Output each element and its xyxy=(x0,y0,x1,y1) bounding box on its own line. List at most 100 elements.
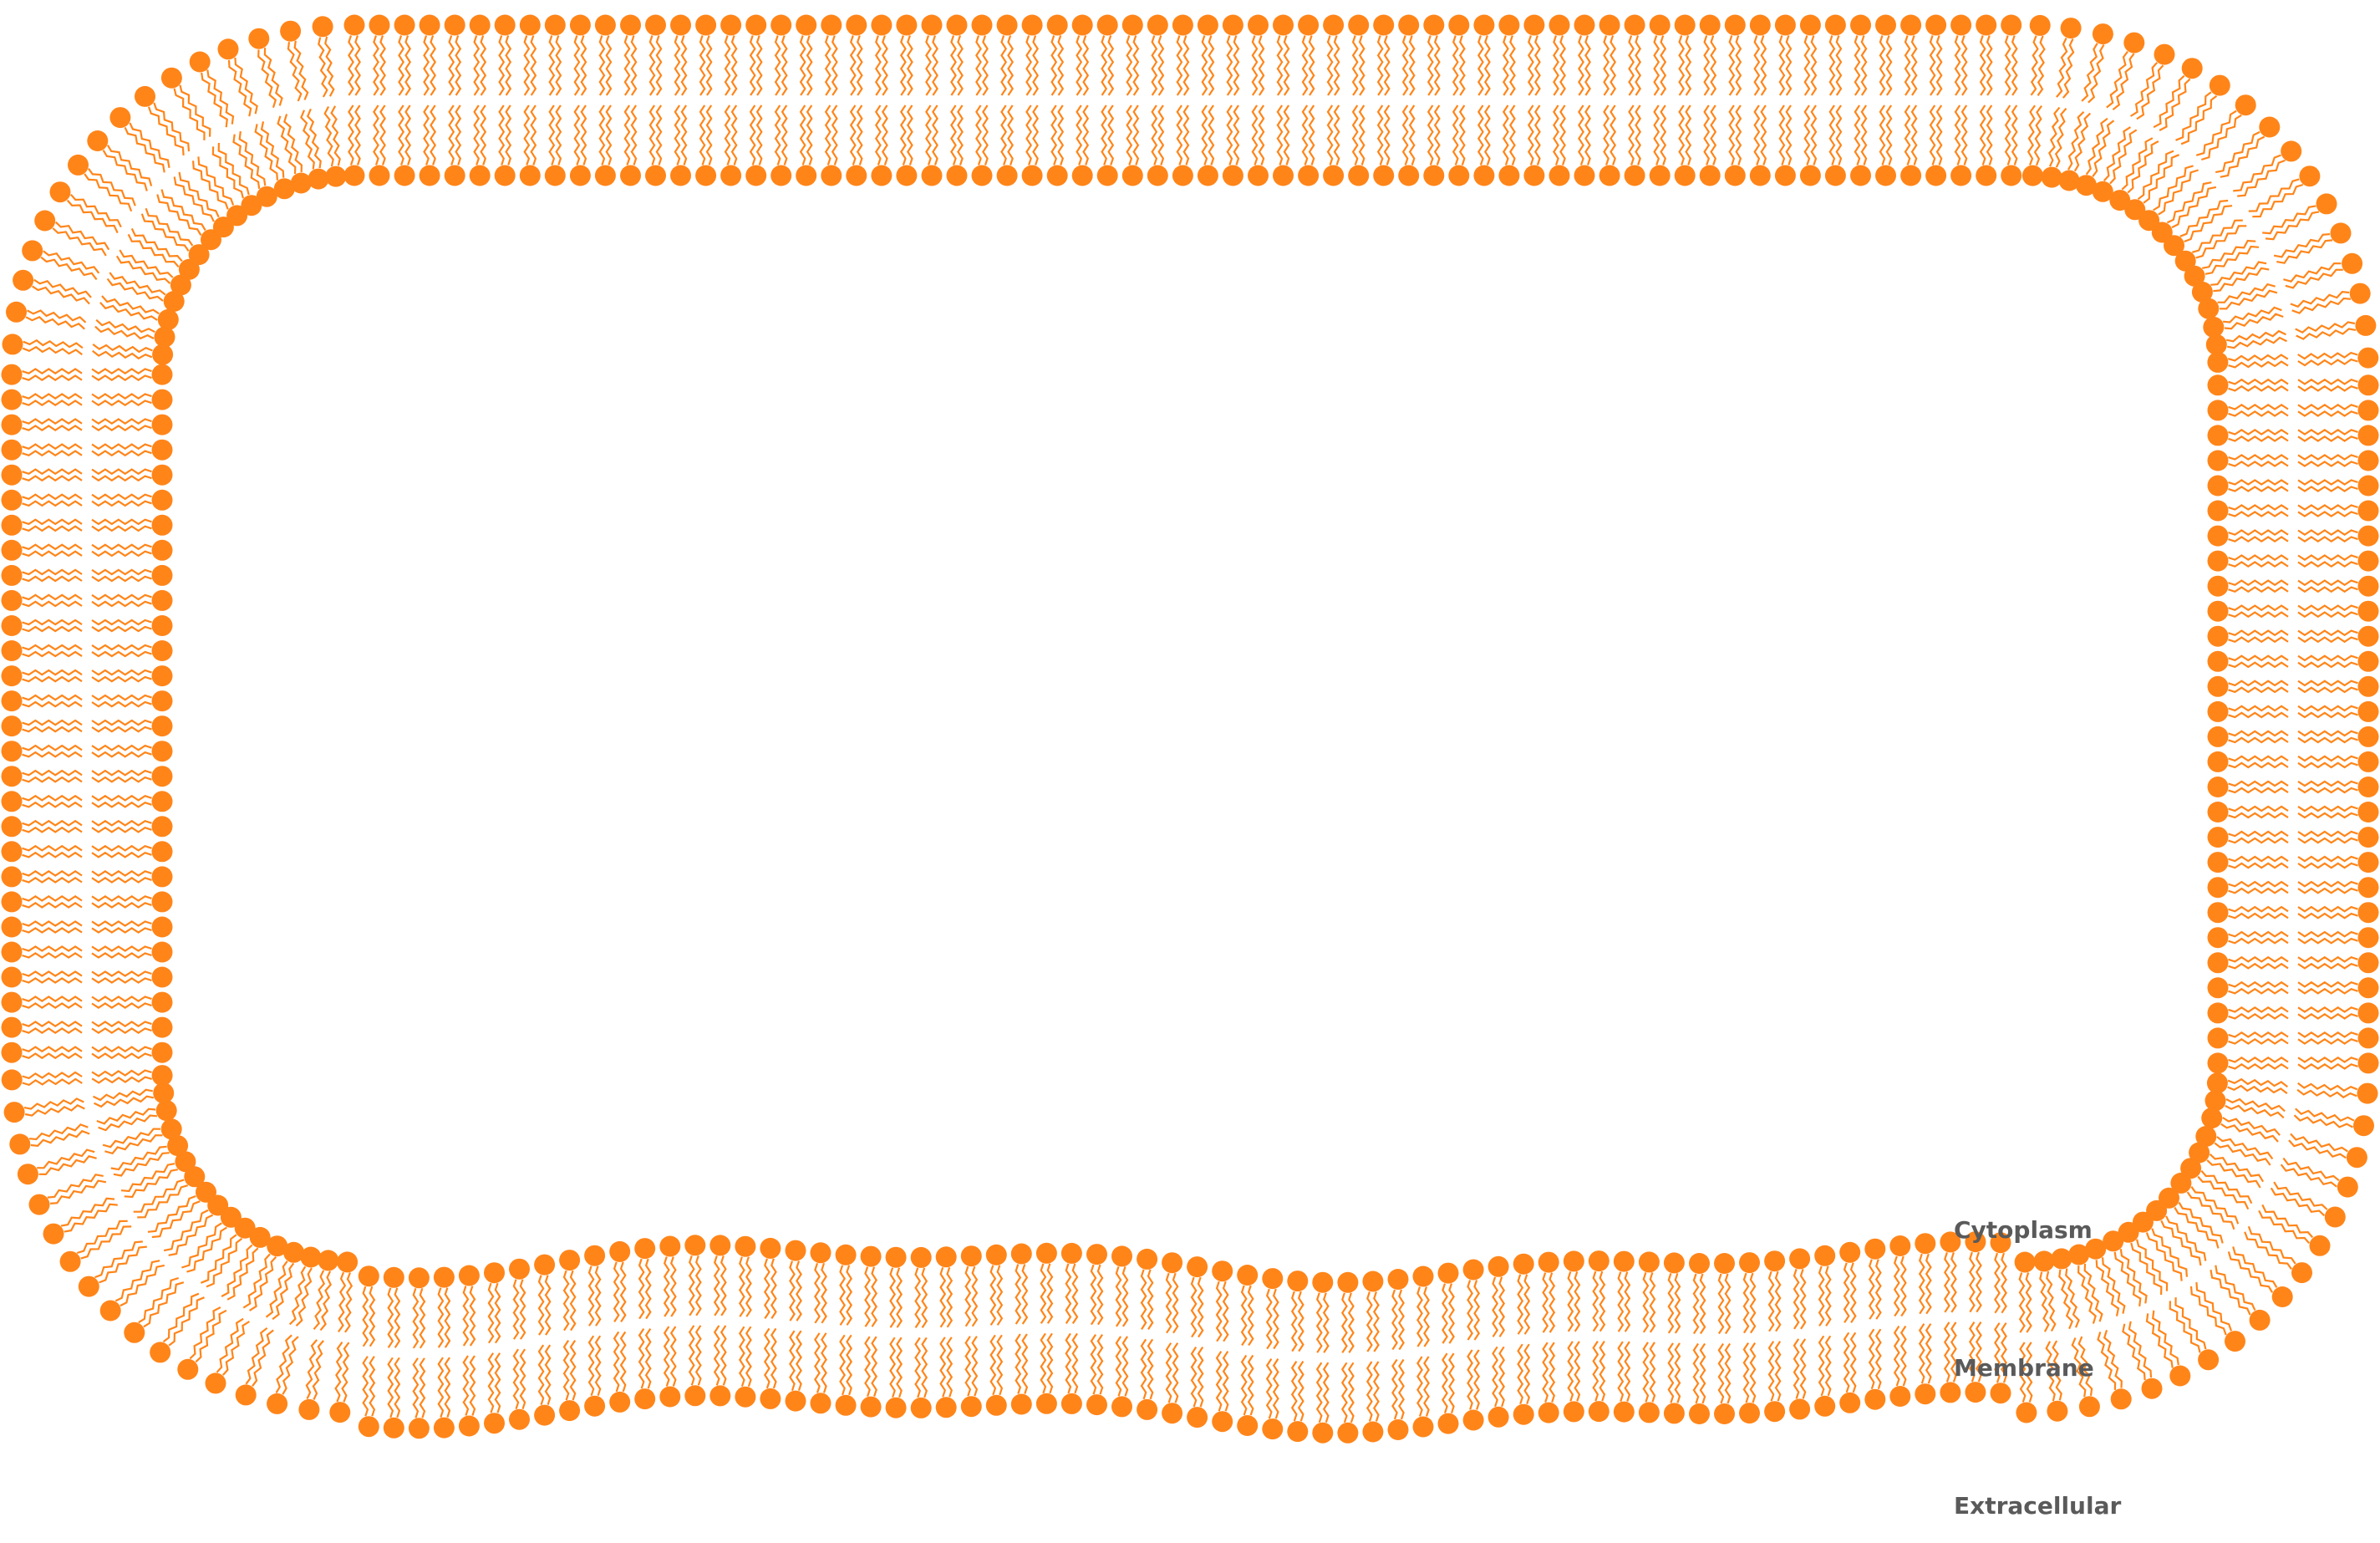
lipid-head-inner xyxy=(2207,952,2229,974)
lipid-tail xyxy=(1290,1360,1298,1422)
lipid-tail xyxy=(2228,680,2289,687)
lipid-tail xyxy=(1617,1271,1625,1332)
lipid-head-outer xyxy=(1,991,23,1013)
lipid-head-inner xyxy=(821,165,842,186)
lipid-tail xyxy=(1649,1272,1656,1333)
lipid-tail xyxy=(227,59,252,117)
lipid-tail xyxy=(1904,35,1911,96)
lipid-tail xyxy=(206,1237,243,1288)
lipid-tail xyxy=(1818,1335,1825,1397)
lipid-head-outer xyxy=(1287,1421,1309,1443)
lipid-tail xyxy=(1297,1291,1304,1352)
lipid-tail xyxy=(1176,35,1183,96)
lipid-tail xyxy=(277,115,297,175)
lipid-tail xyxy=(2228,403,2289,410)
lipid-tail xyxy=(373,35,379,96)
lipid-tail xyxy=(1247,1285,1254,1347)
lipid-tail xyxy=(2282,1157,2340,1182)
lipid-tail xyxy=(419,1357,426,1418)
lipid-tail xyxy=(2297,636,2358,644)
lipid-tail xyxy=(1724,1273,1732,1335)
lipid-tail xyxy=(921,1267,928,1328)
lipid-tail xyxy=(1040,1332,1047,1394)
lipid-tail xyxy=(906,104,913,166)
lipid-tail xyxy=(2145,1232,2183,1281)
lipid-tail xyxy=(2027,104,2036,166)
lipid-tail xyxy=(22,675,83,683)
lipid-tail xyxy=(91,675,152,683)
lipid-tail xyxy=(2228,486,2289,492)
lipid-head-outer xyxy=(2337,1176,2358,1198)
lipid-tail xyxy=(1986,35,1993,96)
lipid-tail xyxy=(91,819,152,827)
lipid-tail xyxy=(1628,35,1635,96)
lipid-tail xyxy=(91,550,152,558)
lipid-tail xyxy=(2297,1012,2358,1020)
lipid-tail xyxy=(22,744,83,751)
lipid-head-inner xyxy=(921,165,943,186)
lipid-tail xyxy=(619,1261,627,1322)
lipid-head-inner xyxy=(1147,165,1168,186)
lipid-heads xyxy=(1,14,2379,1444)
lipid-tail xyxy=(594,1265,602,1327)
lipid-head-inner xyxy=(709,1235,731,1256)
lipid-tail xyxy=(2054,107,2067,168)
lipid-tail xyxy=(2195,109,2237,156)
lipid-head-outer xyxy=(22,240,43,262)
lipid-tail xyxy=(1226,104,1233,166)
lipid-tail xyxy=(2228,604,2289,612)
lipid-tail xyxy=(91,669,152,676)
lipid-tail xyxy=(487,1352,495,1413)
lipid-tail xyxy=(2228,787,2289,794)
lipid-tail xyxy=(1182,35,1190,96)
lipid-tail xyxy=(989,1334,997,1396)
lipid-head-inner xyxy=(2051,1248,2072,1270)
lipid-tail xyxy=(523,35,531,96)
lipid-tail xyxy=(1408,35,1416,96)
lipid-tail xyxy=(1925,1253,1932,1315)
lipid-tail xyxy=(1258,104,1265,166)
lipid-tail xyxy=(2228,428,2289,435)
lipid-tail xyxy=(896,1337,903,1398)
lipid-tail xyxy=(1347,1362,1355,1423)
lipid-tail xyxy=(2228,579,2289,587)
lipid-head-inner xyxy=(910,1246,932,1268)
lipid-head-outer xyxy=(2092,23,2113,45)
lipid-tail xyxy=(713,1255,720,1316)
lipid-head-inner xyxy=(2041,166,2062,188)
lipid-tail xyxy=(28,1123,89,1141)
lipid-tail xyxy=(1096,1264,1104,1326)
lipid-head-outer xyxy=(2110,1388,2132,1410)
lipid-tail xyxy=(1283,35,1290,96)
lipid-tail xyxy=(688,1325,695,1386)
lipid-head-outer xyxy=(2357,347,2379,369)
lipid-tail xyxy=(369,1286,376,1347)
lipid-tail xyxy=(1477,35,1484,96)
lipid-tail xyxy=(37,1148,95,1169)
lipid-tail xyxy=(2222,306,2282,323)
lipid-head-outer xyxy=(109,107,131,129)
lipid-head-outer xyxy=(1,966,23,988)
lipid-tail xyxy=(92,349,153,360)
lipid-tail xyxy=(282,1336,299,1395)
lipid-head-outer xyxy=(1764,1401,1786,1423)
lipid-head-outer xyxy=(1689,1403,1710,1424)
lipid-tail xyxy=(455,104,462,166)
lipid-tail xyxy=(2228,410,2289,417)
lipid-tail xyxy=(2228,980,2289,988)
lipid-tail xyxy=(1954,104,1961,166)
lipid-head-inner xyxy=(151,640,173,661)
lipid-head-inner xyxy=(1323,165,1345,186)
lipid-head-inner xyxy=(2058,170,2080,191)
lipid-tail xyxy=(946,1337,954,1398)
lipid-tail xyxy=(982,104,989,166)
lipid-head-outer xyxy=(329,1402,351,1423)
lipid-head-inner xyxy=(2207,852,2229,873)
lipid-head-outer xyxy=(49,181,71,203)
lipid-head-inner xyxy=(2207,425,2229,446)
lipid-head-outer xyxy=(821,14,842,36)
lipid-tail xyxy=(663,1326,670,1387)
lipid-tail xyxy=(2297,812,2358,819)
lipid-head-inner xyxy=(2207,700,2229,722)
lipid-tail xyxy=(996,1265,1004,1326)
